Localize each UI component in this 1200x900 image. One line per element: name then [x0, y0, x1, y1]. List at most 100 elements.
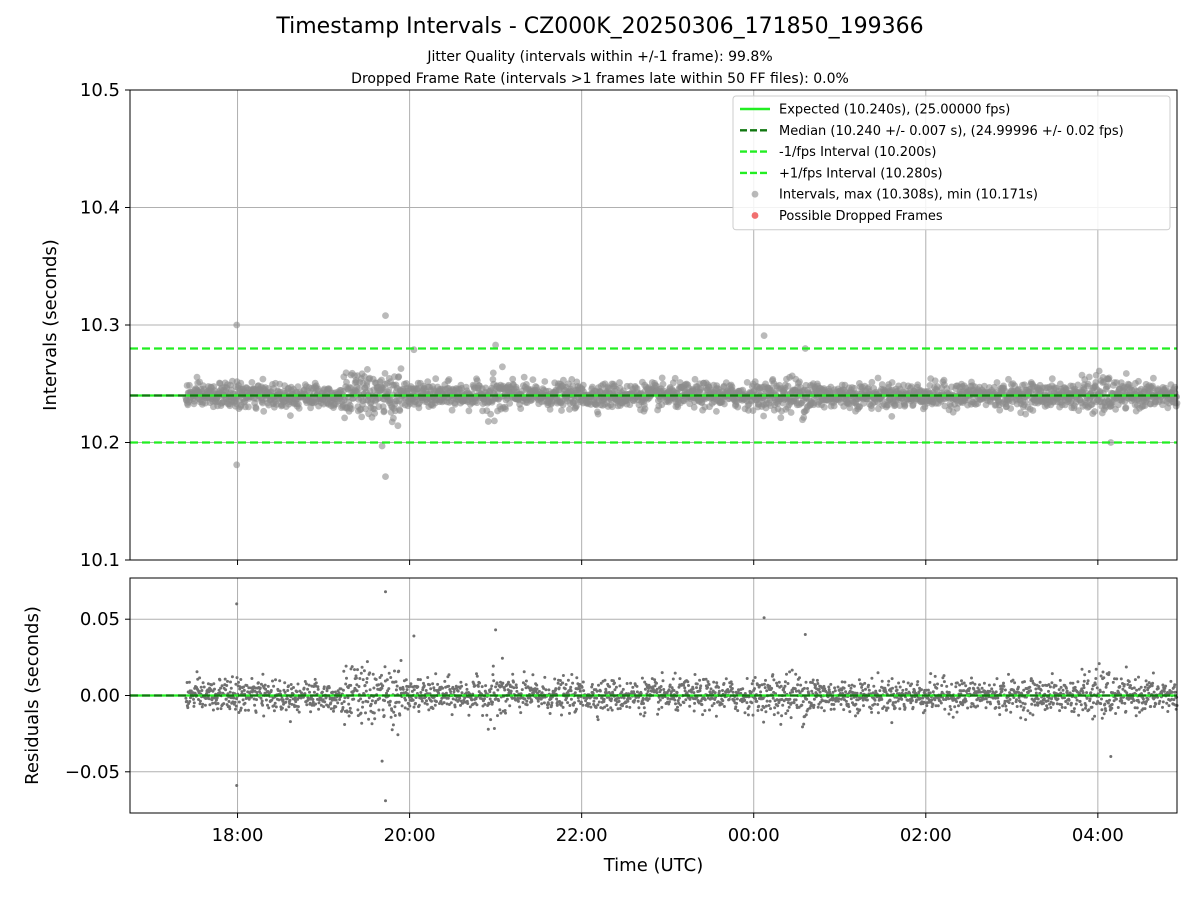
- residual-point: [810, 681, 814, 685]
- residual-point: [525, 703, 529, 707]
- interval-point: [487, 410, 494, 418]
- legend-dot-swatch: [751, 212, 759, 219]
- residual-point: [704, 677, 708, 681]
- intervals-y-tick-label: 10.1: [80, 550, 120, 571]
- residual-point: [765, 689, 769, 693]
- residual-point: [794, 672, 798, 676]
- residual-point: [1007, 672, 1010, 676]
- residual-point: [621, 687, 625, 691]
- residual-point: [367, 696, 371, 700]
- residual-point: [812, 697, 816, 701]
- residual-point: [557, 686, 561, 690]
- residual-point: [341, 688, 345, 692]
- residual-point: [1065, 689, 1069, 693]
- residual-point: [893, 706, 897, 710]
- residual-point: [261, 672, 265, 676]
- residual-point: [216, 702, 220, 705]
- residual-point: [498, 708, 502, 712]
- residual-point: [1050, 672, 1054, 676]
- residual-point: [954, 685, 958, 689]
- residual-point: [1061, 688, 1065, 692]
- residual-point: [1037, 685, 1041, 688]
- residual-point: [320, 690, 324, 694]
- interval-point: [760, 412, 767, 420]
- residual-point: [968, 686, 972, 690]
- residual-point: [489, 687, 493, 691]
- interval-point: [233, 461, 241, 469]
- residual-point: [412, 705, 416, 709]
- residual-point: [673, 671, 677, 675]
- residual-point: [806, 687, 809, 690]
- residual-point: [444, 691, 448, 695]
- residual-point: [443, 679, 447, 683]
- residual-point: [200, 689, 204, 692]
- residual-point: [274, 705, 278, 709]
- residual-point: [429, 687, 433, 691]
- interval-point: [294, 383, 302, 390]
- residual-point: [772, 713, 776, 717]
- residual-point: [467, 713, 471, 717]
- interval-point: [382, 312, 389, 319]
- residual-point: [931, 702, 935, 706]
- residual-point: [873, 698, 877, 702]
- residual-point: [655, 681, 658, 685]
- residual-point: [569, 685, 573, 689]
- residual-point: [880, 679, 884, 683]
- residual-point: [560, 701, 564, 705]
- residual-point: [1023, 702, 1027, 706]
- interval-point: [749, 407, 757, 414]
- residual-point: [230, 675, 234, 679]
- residual-point: [431, 682, 435, 686]
- residual-point: [613, 681, 616, 685]
- residual-point: [571, 681, 575, 685]
- residual-point: [355, 689, 359, 693]
- residual-point: [452, 690, 456, 694]
- residual-point: [715, 681, 719, 685]
- residual-point: [536, 699, 540, 703]
- residual-point: [995, 677, 999, 681]
- interval-point: [996, 406, 1004, 414]
- residual-point: [921, 696, 925, 700]
- residual-point: [898, 685, 902, 689]
- residual-point: [229, 680, 232, 684]
- residual-point: [1028, 685, 1032, 689]
- residual-point: [1017, 691, 1021, 694]
- residual-point: [810, 689, 814, 693]
- intervals-panel: 10.110.210.310.410.5 Intervals (seconds)…: [40, 80, 1181, 571]
- residual-point: [950, 682, 954, 686]
- residual-point: [769, 707, 772, 711]
- residual-point: [331, 690, 335, 694]
- interval-point: [993, 379, 1001, 386]
- residual-point: [359, 671, 363, 675]
- interval-point: [1075, 407, 1082, 414]
- residual-point: [488, 690, 492, 694]
- residual-point: [784, 712, 788, 715]
- residual-point: [518, 705, 522, 709]
- interval-point: [1091, 408, 1098, 415]
- residual-point: [522, 670, 526, 674]
- residual-point: [897, 681, 901, 685]
- residual-point: [425, 702, 429, 706]
- residual-point: [508, 704, 512, 708]
- residual-point: [906, 681, 910, 685]
- residual-point: [573, 691, 577, 695]
- residual-point: [354, 676, 358, 680]
- residual-point: [284, 708, 288, 712]
- interval-point: [380, 407, 388, 415]
- legend-entry-label: -1/fps Interval (10.200s): [779, 145, 936, 160]
- residual-point: [840, 680, 844, 684]
- residual-point: [1016, 685, 1020, 689]
- residual-point: [1018, 700, 1022, 704]
- residual-point: [903, 706, 907, 710]
- residual-point: [360, 665, 364, 669]
- residual-point: [305, 703, 309, 707]
- residual-point: [431, 707, 435, 710]
- residual-point: [589, 705, 593, 709]
- residual-point: [773, 706, 777, 710]
- residual-point: [436, 682, 440, 686]
- residual-point: [353, 668, 356, 672]
- residual-point: [359, 711, 363, 715]
- residual-point: [259, 696, 263, 700]
- interval-point: [233, 321, 241, 329]
- residual-point: [382, 714, 386, 718]
